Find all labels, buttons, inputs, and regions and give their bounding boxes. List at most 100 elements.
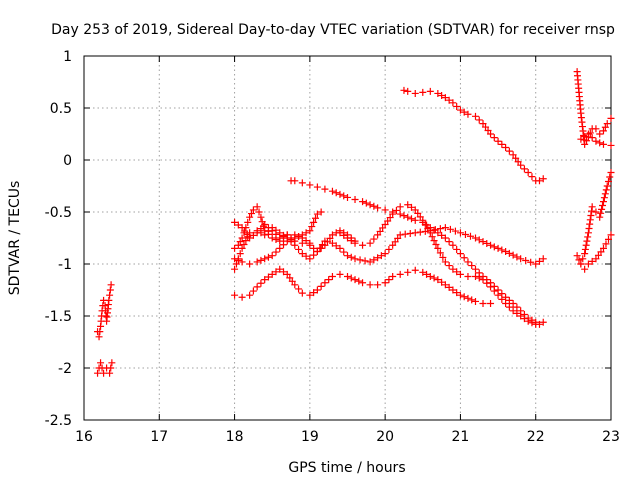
data-point (426, 87, 434, 95)
data-point (596, 139, 604, 147)
data-point (456, 291, 464, 299)
data-point (268, 252, 276, 260)
data-point (240, 241, 248, 248)
data-point (336, 190, 344, 198)
x-tick-label: 18 (226, 429, 244, 445)
data-point (479, 300, 487, 308)
data-point (94, 369, 102, 377)
data-point (259, 222, 267, 230)
data-point (581, 140, 589, 148)
data-point (416, 228, 424, 236)
data-point (253, 203, 261, 211)
data-point (280, 268, 288, 276)
data-point (573, 252, 581, 260)
data-point (246, 291, 254, 299)
data-point (231, 218, 239, 226)
data-point (583, 237, 591, 245)
data-point (539, 318, 547, 326)
data-point (232, 260, 240, 268)
data-point (359, 241, 367, 249)
data-point (599, 127, 607, 135)
data-point (328, 231, 336, 239)
data-point (581, 133, 589, 141)
data-point (313, 286, 321, 294)
data-point (509, 300, 517, 308)
data-point (268, 234, 276, 242)
data-point (449, 265, 457, 273)
series-arc-11 (577, 168, 615, 268)
data-point (441, 224, 449, 232)
data-point (471, 297, 479, 305)
y-tick-label: -0.5 (45, 205, 72, 221)
data-point (466, 232, 474, 240)
data-point (257, 213, 265, 221)
data-point (272, 248, 280, 256)
x-tick-label: 16 (75, 429, 93, 445)
data-point (280, 241, 288, 249)
data-point (460, 254, 468, 262)
data-point (445, 283, 453, 291)
data-point (524, 317, 532, 325)
data-point (588, 203, 596, 211)
data-point (456, 250, 464, 258)
data-point (328, 272, 336, 280)
data-point (601, 123, 609, 131)
data-point (584, 229, 592, 237)
data-point (404, 87, 412, 95)
data-point (272, 226, 280, 234)
data-point (436, 249, 444, 257)
data-point (261, 255, 269, 263)
data-point (374, 281, 382, 289)
data-point (430, 237, 438, 245)
data-point (298, 289, 306, 297)
data-point (356, 256, 364, 264)
data-point (362, 199, 370, 207)
data-point (430, 226, 438, 234)
data-point (396, 203, 404, 211)
data-point (426, 272, 434, 280)
data-point (306, 227, 314, 235)
data-point (575, 256, 583, 264)
data-point (460, 293, 468, 301)
data-point (361, 257, 369, 265)
data-point (434, 244, 442, 252)
data-point (487, 300, 495, 308)
data-point (471, 272, 479, 280)
data-point (344, 252, 351, 260)
data-point (253, 283, 261, 291)
data-point (423, 270, 431, 278)
data-point (366, 239, 374, 247)
data-point (505, 303, 513, 311)
data-point (468, 262, 476, 270)
data-point (255, 208, 263, 216)
data-point (246, 213, 254, 221)
series-arc-8 (400, 86, 547, 185)
data-point (483, 279, 491, 287)
data-point (411, 229, 419, 237)
data-point (306, 239, 314, 247)
data-point (404, 201, 412, 209)
series-arc-3 (231, 265, 495, 308)
data-point (231, 265, 239, 273)
data-point (321, 185, 329, 193)
data-point (604, 177, 612, 185)
data-point (291, 241, 299, 249)
data-point (370, 202, 378, 210)
data-point (264, 273, 272, 281)
data-point (108, 359, 116, 367)
data-point (535, 257, 543, 265)
data-point (419, 216, 427, 224)
data-point (359, 279, 367, 287)
data-point (588, 207, 596, 215)
data-point (426, 229, 434, 237)
data-point (249, 231, 257, 239)
data-point (332, 189, 340, 197)
data-point (312, 214, 320, 222)
data-point (468, 296, 476, 304)
data-point (351, 276, 359, 284)
data-point (598, 205, 606, 213)
data-point (276, 229, 284, 237)
data-point (242, 237, 250, 245)
data-point (374, 254, 382, 262)
data-point (434, 229, 442, 237)
